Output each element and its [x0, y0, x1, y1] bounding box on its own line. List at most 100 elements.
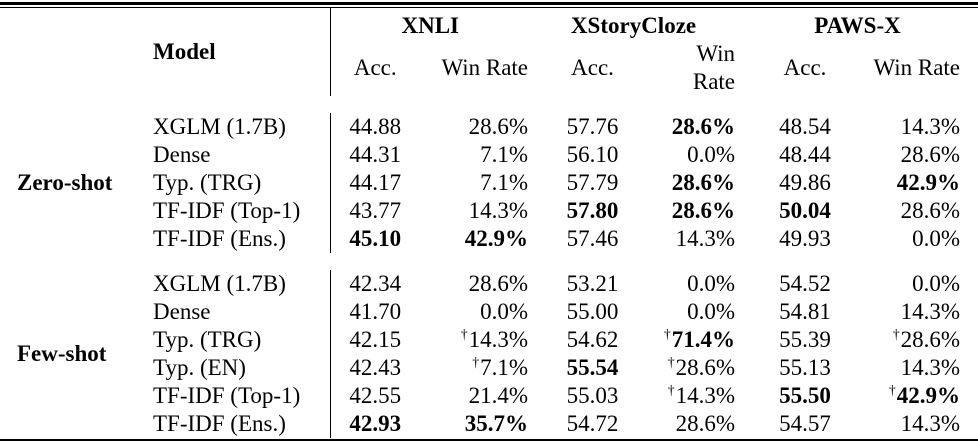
dagger-mark: † — [472, 354, 481, 370]
win-rate-value: 0.0% — [687, 299, 736, 324]
win-rate-value: 42.9% — [896, 170, 961, 195]
dagger-mark: † — [667, 354, 676, 370]
win-rate-value: 7.1% — [480, 170, 529, 195]
win-rate-value: 0.0% — [687, 142, 736, 167]
win-rate-value: 14.3% — [900, 411, 961, 436]
win-rate-cell: 28.6% — [873, 197, 978, 225]
table-row: Typ. (EN) 42.43 †7.1% 55.54 †28.6% 55.13… — [0, 354, 978, 382]
acc-value: 44.17 — [329, 169, 420, 197]
win-rate-cell: 0.0% — [873, 225, 978, 253]
acc-value: 42.43 — [329, 354, 420, 382]
dagger-mark: † — [892, 326, 901, 342]
acc-value: 48.54 — [779, 114, 831, 139]
model-cell: Typ. (EN) — [153, 355, 246, 380]
win-rate-cell: 0.0% — [655, 141, 737, 169]
model-cell: TF-IDF (Top-1) — [153, 198, 301, 223]
win-rate-value: 14.3% — [675, 226, 736, 251]
win-rate-value: 0.0% — [480, 299, 529, 324]
win-rate-value: 28.6% — [671, 114, 736, 139]
win-rate-value: 14.3% — [900, 299, 961, 324]
win-rate-cell: 14.3% — [873, 410, 978, 438]
win-rate-value: 0.0% — [912, 271, 961, 296]
dagger-mark: † — [663, 326, 672, 342]
acc-value: 42.15 — [329, 326, 420, 354]
table-body: Zero-shot XGLM (1.7B) 44.88 28.6% 57.76 … — [0, 96, 978, 438]
acc-value: 55.39 — [779, 327, 831, 352]
win-rate-value: 28.6% — [900, 142, 961, 167]
win-rate-value: 71.4% — [671, 327, 736, 352]
win-rate-cell: 14.3% — [420, 197, 530, 225]
acc-value: 42.93 — [329, 410, 420, 438]
acc-value: 57.80 — [566, 198, 619, 223]
model-cell: Typ. (TRG) — [153, 327, 262, 352]
win-rate-value: 28.6% — [671, 198, 736, 223]
win-rate-cell: 14.3% — [873, 354, 978, 382]
win-rate-value: 14.3% — [468, 198, 529, 223]
acc-value: 55.54 — [566, 355, 619, 380]
win-rate-value: 7.1% — [480, 355, 529, 380]
acc-value: 49.86 — [779, 170, 831, 195]
win-rate-cell: 28.6% — [655, 197, 737, 225]
win-rate-cell: 21.4% — [420, 382, 530, 410]
win-rate-cell: 35.7% — [420, 410, 530, 438]
acc-value: 55.50 — [779, 383, 831, 408]
win-rate-value: 14.3% — [468, 327, 529, 352]
win-rate-value: 42.9% — [896, 383, 961, 408]
acc-value: 54.81 — [779, 299, 831, 324]
table-row: TF-IDF (Top-1) 43.77 14.3% 57.80 28.6% 5… — [0, 197, 978, 225]
table-header: Model XNLI XStoryCloze PAWS-X Acc. Win R… — [0, 8, 978, 96]
dagger-mark: † — [667, 382, 676, 398]
section-label-zero-shot: Zero-shot — [17, 170, 113, 195]
win-rate-value: 14.3% — [900, 114, 961, 139]
acc-value: 54.57 — [779, 411, 831, 436]
win-rate-cell: 0.0% — [655, 298, 737, 326]
win-rate-cell: †71.4% — [655, 326, 737, 354]
win-rate-cell: 28.6% — [420, 113, 530, 141]
acc-value: 44.31 — [329, 141, 420, 169]
win-rate-column-header: Win Rate — [692, 41, 736, 94]
win-rate-cell: 7.1% — [420, 169, 530, 197]
win-rate-cell: 28.6% — [655, 169, 737, 197]
acc-value: 54.62 — [566, 327, 619, 352]
win-rate-value: 28.6% — [468, 271, 529, 296]
win-rate-cell: 42.9% — [873, 169, 978, 197]
acc-value: 57.79 — [566, 170, 619, 195]
win-rate-cell: †28.6% — [655, 354, 737, 382]
acc-column-header: Acc. — [571, 55, 614, 80]
group-header-pawsx: PAWS-X — [814, 13, 901, 38]
win-rate-cell: 28.6% — [420, 270, 530, 298]
acc-value: 55.00 — [566, 299, 619, 324]
win-rate-cell: 0.0% — [655, 270, 737, 298]
section-label-few-shot: Few-shot — [17, 341, 107, 366]
acc-value: 49.93 — [779, 226, 831, 251]
win-rate-value: 21.4% — [468, 383, 529, 408]
win-rate-cell: †14.3% — [655, 382, 737, 410]
acc-value: 53.21 — [566, 271, 619, 296]
win-rate-cell: 14.3% — [873, 113, 978, 141]
results-table: Model XNLI XStoryCloze PAWS-X Acc. Win R… — [0, 8, 978, 438]
corner-cell — [0, 8, 150, 96]
win-rate-cell: †28.6% — [873, 326, 978, 354]
spacer-row — [0, 253, 978, 270]
table-row: Typ. (TRG) 44.17 7.1% 57.79 28.6% 49.86 … — [0, 169, 978, 197]
win-rate-value: 7.1% — [480, 142, 529, 167]
acc-value: 42.34 — [329, 270, 420, 298]
win-rate-value: 28.6% — [675, 355, 736, 380]
table-row: TF-IDF (Top-1) 42.55 21.4% 55.03 †14.3% … — [0, 382, 978, 410]
win-rate-column-header: Win Rate — [441, 55, 529, 80]
win-rate-value: 14.3% — [675, 383, 736, 408]
table-row: Dense 44.31 7.1% 56.10 0.0% 48.44 28.6% — [0, 141, 978, 169]
table-row: TF-IDF (Ens.) 45.10 42.9% 57.46 14.3% 49… — [0, 225, 978, 253]
win-rate-cell: 42.9% — [420, 225, 530, 253]
win-rate-cell: 0.0% — [420, 298, 530, 326]
model-cell: Typ. (TRG) — [153, 170, 262, 195]
model-cell: TF-IDF (Ens.) — [153, 226, 286, 251]
win-rate-value: 28.6% — [900, 327, 961, 352]
acc-value: 48.44 — [779, 142, 831, 167]
table-row: Dense 41.70 0.0% 55.00 0.0% 54.81 14.3% — [0, 298, 978, 326]
win-rate-cell: 0.0% — [873, 270, 978, 298]
acc-value: 43.77 — [329, 197, 420, 225]
acc-column-header: Acc. — [329, 40, 420, 96]
acc-value: 50.04 — [779, 198, 831, 223]
win-rate-value: 0.0% — [912, 226, 961, 251]
